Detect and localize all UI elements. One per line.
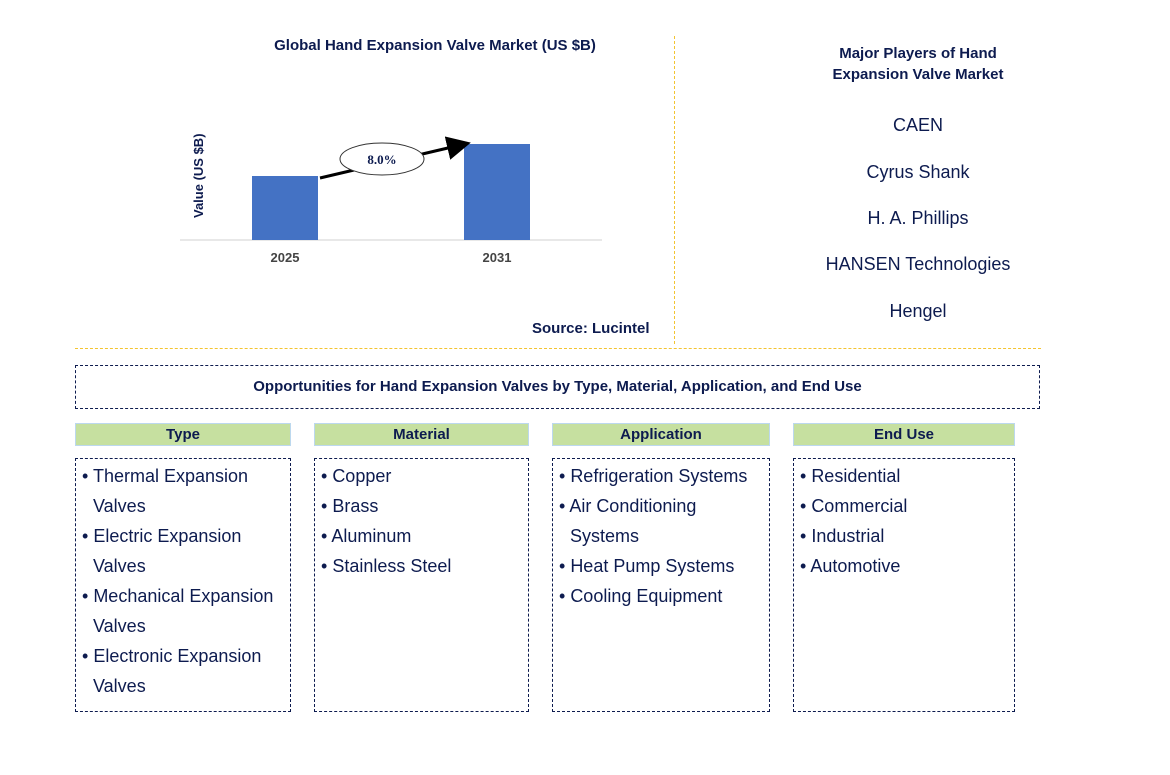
list-item: • Electric Expansion Valves	[80, 521, 286, 581]
list-item-label: Automotive	[810, 556, 901, 576]
bar-2031	[464, 144, 530, 240]
list-item: • Copper	[319, 461, 524, 491]
list-item-label: Residential	[811, 466, 901, 486]
bullet-icon: •	[559, 556, 571, 576]
bullet-icon: •	[559, 586, 571, 606]
bullet-icon: •	[559, 496, 570, 516]
vertical-divider	[674, 36, 675, 344]
list-item: • Commercial	[798, 491, 1010, 521]
bar-chart: Value (US $B) 2025 2031 8.0%	[180, 133, 602, 265]
list-item-label: Cooling Equipment	[570, 586, 723, 606]
list-item-label: Stainless Steel	[332, 556, 452, 576]
bullet-icon: •	[82, 466, 93, 486]
bullet-icon: •	[800, 556, 811, 576]
list-item-label: Copper	[332, 466, 392, 486]
bullet-icon: •	[800, 466, 812, 486]
bullet-icon: •	[321, 526, 332, 546]
column-list: • Refrigeration Systems • Air Conditionin…	[552, 458, 770, 712]
column-header: Material	[314, 423, 529, 446]
cagr-ellipse	[339, 142, 425, 176]
list-item: • Thermal Expansion Valves	[80, 461, 286, 521]
bullet-icon: •	[800, 526, 812, 546]
list-item-label: Aluminum	[331, 526, 412, 546]
list-item: • Cooling Equipment	[557, 581, 765, 611]
bullet-icon: •	[321, 496, 333, 516]
list-item-label: Electric Expansion Valves	[93, 526, 242, 576]
column-list: • Thermal Expansion Valves • Electric Exp…	[75, 458, 291, 712]
column-list: • Copper • Brass • Aluminum • Stainless Ste…	[314, 458, 529, 712]
bullet-icon: •	[82, 586, 94, 606]
list-item: • Refrigeration Systems	[557, 461, 765, 491]
list-item: • Heat Pump Systems	[557, 551, 765, 581]
list-item-label: Industrial	[811, 526, 885, 546]
list-item-label: Refrigeration Systems	[570, 466, 748, 486]
bullet-icon: •	[800, 496, 812, 516]
bullet-icon: •	[321, 466, 333, 486]
column-header: Type	[75, 423, 291, 446]
list-item-label: Mechanical Expansion Valves	[93, 586, 274, 636]
x-tick-label: 2025	[271, 250, 300, 265]
bullet-icon: •	[82, 526, 94, 546]
player-item: H. A. Phillips	[867, 208, 969, 228]
list-item-label: Heat Pump Systems	[570, 556, 735, 576]
bullet-icon: •	[82, 646, 94, 666]
column-list: • Residential • Commercial • Industrial • A…	[793, 458, 1015, 712]
list-item-label: Commercial	[811, 496, 908, 516]
cagr-label: 8.0%	[367, 152, 396, 167]
opportunities-title: Opportunities for Hand Expansion Valves …	[75, 365, 1040, 409]
list-item-label: Electronic Expansion Valves	[93, 646, 262, 696]
list-item: • Brass	[319, 491, 524, 521]
list-item: • Electronic Expansion Valves	[80, 641, 286, 701]
list-item-label: Thermal Expansion Valves	[92, 466, 249, 516]
x-tick-label: 2031	[483, 250, 512, 265]
player-item: Cyrus Shank	[866, 162, 970, 182]
player-item: CAEN	[892, 115, 943, 135]
list-item: • Industrial	[798, 521, 1010, 551]
player-item: HANSEN Technologies	[825, 254, 1011, 274]
list-item: • Mechanical Expansion Valves	[80, 581, 286, 641]
bullet-icon: •	[559, 466, 571, 486]
column-header: End Use	[793, 423, 1015, 446]
y-axis-label: Value (US $B)	[191, 133, 206, 218]
list-item: • Air Conditioning Systems	[557, 491, 765, 551]
player-item: Hengel	[889, 301, 947, 321]
bullet-icon: •	[321, 556, 333, 576]
source-label: Source: Lucintel	[532, 320, 650, 337]
list-item: • Automotive	[798, 551, 1010, 581]
list-item-label: Brass	[332, 496, 379, 516]
list-item-label: Air Conditioning Systems	[569, 496, 697, 546]
chart-title: Global Hand Expansion Valve Market (US $…	[274, 37, 596, 54]
list-item: • Residential	[798, 461, 1010, 491]
column-header: Application	[552, 423, 770, 446]
list-item: • Aluminum	[319, 521, 524, 551]
players-title: Major Players of Hand Expansion Valve Ma…	[832, 45, 1004, 83]
horizontal-divider	[75, 348, 1041, 349]
list-item: • Stainless Steel	[319, 551, 524, 581]
bar-2025	[252, 176, 318, 240]
